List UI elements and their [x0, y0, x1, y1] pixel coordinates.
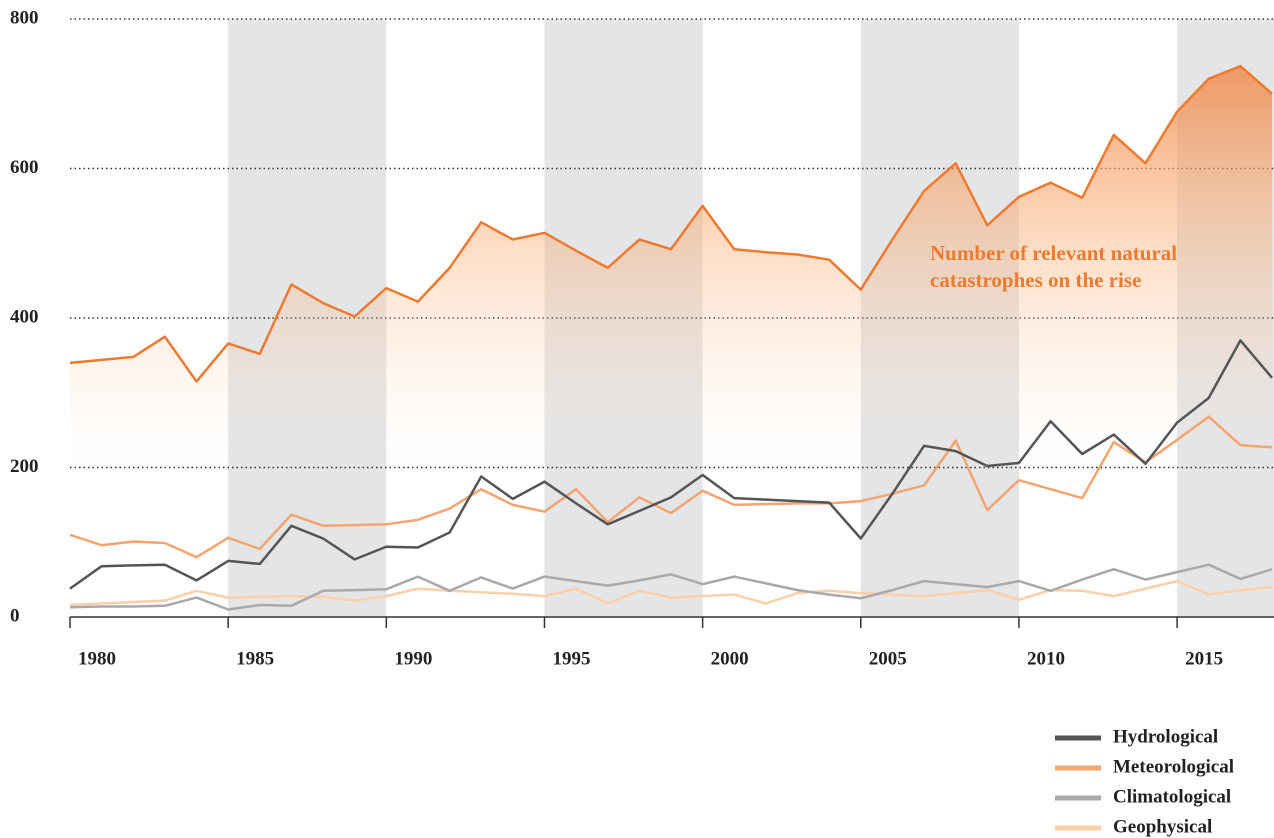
x-tick-label: 2000: [711, 648, 749, 669]
annotation: catastrophes on the rise: [930, 268, 1141, 292]
x-tick-label: 1985: [236, 648, 274, 669]
area-fill: [70, 66, 1272, 618]
legend-label: Climatological: [1113, 786, 1231, 807]
x-tick-label: 1980: [78, 648, 116, 669]
y-tick-label: 600: [10, 157, 39, 178]
y-tick-label: 200: [10, 456, 39, 477]
y-tick-label: 800: [10, 7, 39, 28]
x-tick-label: 1990: [394, 648, 432, 669]
legend-label: Geophysical: [1113, 816, 1212, 837]
x-tick-label: 2005: [869, 648, 907, 669]
series-line: [69, 415, 1273, 559]
series-line: [69, 563, 1273, 611]
x-tick-label: 1995: [552, 648, 590, 669]
legend-label: Hydrological: [1113, 726, 1218, 747]
legend-label: Meteorological: [1113, 756, 1234, 777]
series-line: [69, 339, 1273, 590]
series-line: [69, 579, 1273, 607]
y-tick-label: 0: [10, 605, 20, 626]
total-line: [69, 64, 1273, 383]
y-tick-label: 400: [10, 306, 39, 327]
annotation: Number of relevant natural: [930, 241, 1177, 265]
x-tick-label: 2015: [1185, 648, 1223, 669]
x-tick-label: 2010: [1027, 648, 1065, 669]
